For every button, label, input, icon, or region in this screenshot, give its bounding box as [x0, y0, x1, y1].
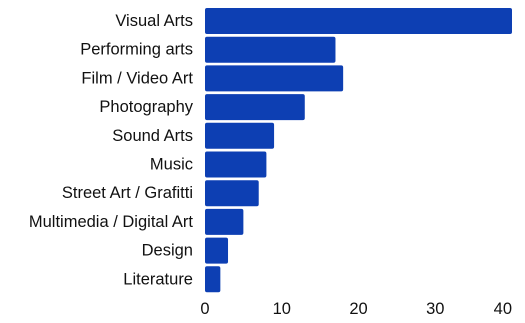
- category-label: Film / Video Art: [81, 69, 193, 87]
- category-label: Street Art / Grafitti: [62, 184, 193, 202]
- bar-design: [205, 237, 229, 264]
- bar-sound-arts: [205, 122, 275, 149]
- category-label: Visual Arts: [115, 12, 193, 30]
- bar-photography: [205, 94, 305, 121]
- bar-visual-arts: [205, 8, 512, 34]
- x-tick-label: 20: [349, 300, 367, 318]
- bar-music: [205, 151, 267, 178]
- bars: [205, 8, 512, 293]
- bar-performing-arts: [205, 36, 336, 63]
- category-label: Literature: [123, 270, 193, 288]
- bar-street-art-grafitti: [205, 180, 259, 207]
- category-label: Design: [142, 242, 193, 260]
- x-tick-label: 40: [494, 300, 512, 318]
- x-tick-label: 30: [426, 300, 444, 318]
- x-tick-label: 10: [273, 300, 291, 318]
- category-labels: Visual Arts Performing arts Film / Video A…: [29, 12, 194, 288]
- bar-film-video-art: [205, 65, 344, 92]
- category-label: Performing arts: [80, 41, 193, 59]
- category-label: Sound Arts: [112, 127, 193, 145]
- category-label: Music: [150, 156, 193, 174]
- x-tick-labels: 0 10 20 30 40: [200, 300, 512, 318]
- category-label: Photography: [99, 98, 193, 116]
- category-label: Multimedia / Digital Art: [29, 213, 194, 231]
- bar-multimedia-digital-art: [205, 208, 244, 235]
- x-tick-label: 0: [200, 300, 209, 318]
- bar-literature: [205, 266, 221, 293]
